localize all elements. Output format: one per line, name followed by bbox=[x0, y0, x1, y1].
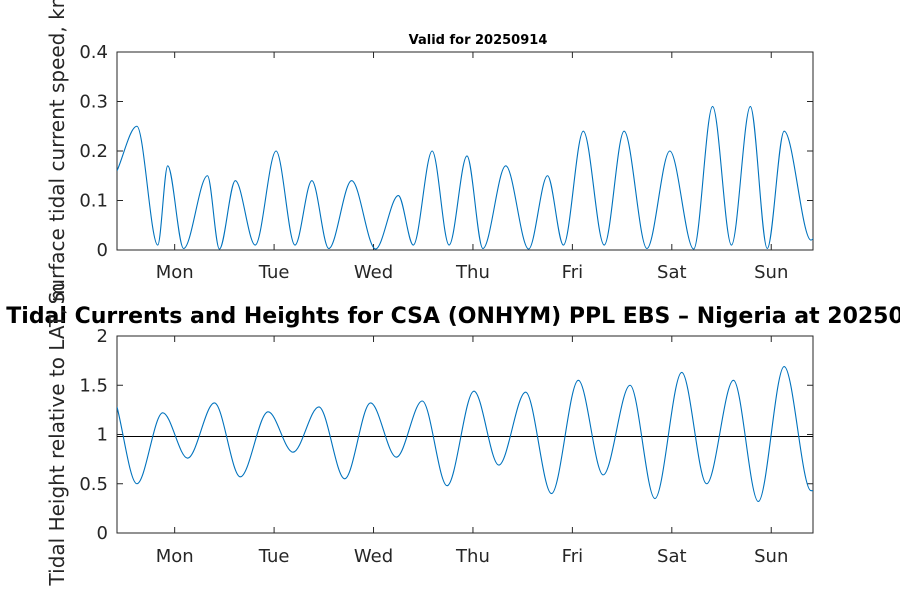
plot-area bbox=[116, 335, 814, 534]
x-tick-label: Tue bbox=[258, 546, 290, 567]
x-tick-label: Wed bbox=[354, 546, 393, 567]
x-tick-label: Wed bbox=[354, 262, 393, 283]
tidal-height-panel: 0 0.5 1 1.5 2 Mon Tue Wed Thu Fri Sat Sun bbox=[79, 326, 814, 567]
series-line bbox=[117, 365, 813, 503]
x-tick-label: Mon bbox=[156, 546, 194, 567]
series-line bbox=[117, 105, 813, 250]
current-speed-panel: 0 0.1 0.2 0.3 0.4 Mon Tue Wed Thu Fri Sat Sun bbox=[79, 42, 814, 283]
y-tick-label: 0 bbox=[97, 523, 108, 544]
x-tick-label: Sun bbox=[754, 546, 788, 567]
x-tick-label: Mon bbox=[156, 262, 194, 283]
y-tick-label: 0.5 bbox=[79, 474, 108, 495]
y-tick-label: 1.5 bbox=[79, 375, 108, 396]
plot-area bbox=[116, 51, 814, 251]
bottom-y-axis-label: Tidal Height relative to LAT, m bbox=[45, 283, 69, 587]
x-tick-label: Fri bbox=[562, 546, 583, 567]
x-tick-label: Fri bbox=[562, 262, 583, 283]
x-tick-label: Thu bbox=[455, 262, 490, 283]
figure-title: Tidal Currents and Heights for CSA (ONHY… bbox=[6, 304, 900, 329]
x-tick-label: Tue bbox=[258, 262, 290, 283]
top-y-axis-label: Surface tidal current speed, kn bbox=[45, 0, 69, 304]
x-tick-label: Sat bbox=[657, 546, 687, 567]
y-tick-label: 0.2 bbox=[79, 141, 108, 162]
x-tick-label: Sun bbox=[754, 262, 788, 283]
y-tick-label: 0.1 bbox=[79, 191, 108, 212]
y-tick-label: 2 bbox=[97, 326, 108, 347]
x-tick-label: Thu bbox=[455, 546, 490, 567]
y-tick-label: 1 bbox=[97, 425, 108, 446]
y-tick-label: 0.4 bbox=[79, 42, 108, 63]
top-chart-title: Valid for 20250914 bbox=[409, 33, 548, 48]
y-tick-label: 0 bbox=[97, 240, 108, 261]
x-tick-label: Sat bbox=[657, 262, 687, 283]
y-tick-label: 0.3 bbox=[79, 92, 108, 113]
